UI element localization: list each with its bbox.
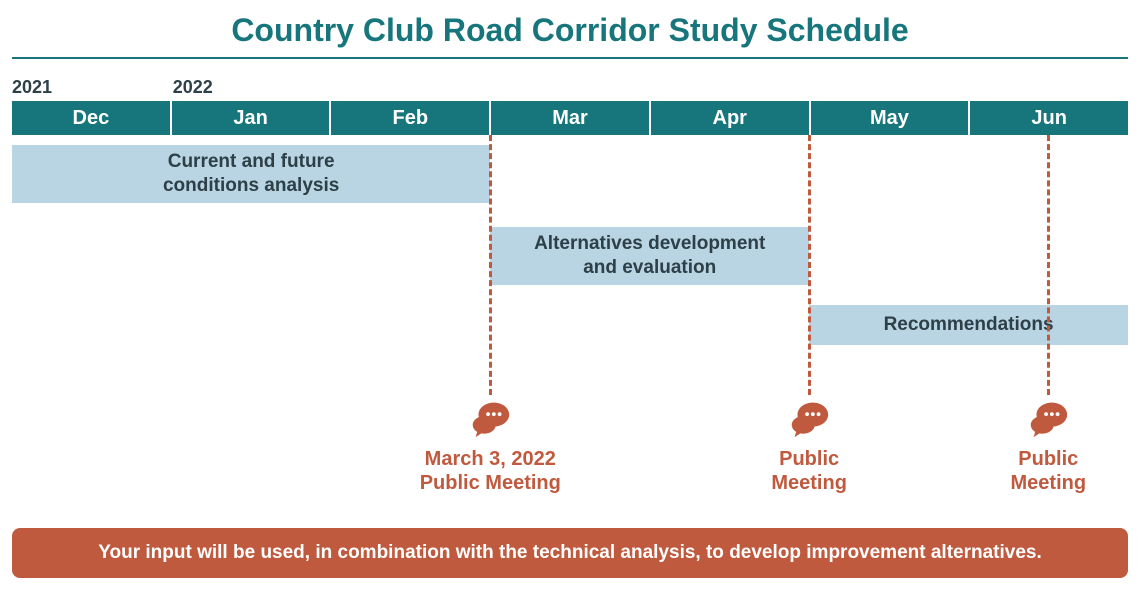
month-cell: Jun	[968, 101, 1128, 135]
title-underline	[12, 57, 1128, 59]
year-label: 2021	[12, 77, 52, 98]
event-label: March 3, 2022Public Meeting	[390, 447, 590, 495]
event-dashed-line	[1047, 135, 1050, 395]
timeline-area: 2021 2022 DecJanFebMarAprMayJun Current a…	[12, 77, 1128, 507]
event-label: PublicMeeting	[988, 447, 1108, 495]
month-cell: Jan	[170, 101, 330, 135]
month-header-row: DecJanFebMarAprMayJun	[12, 101, 1128, 135]
phase-bar: Current and futureconditions analysis	[12, 145, 490, 203]
event-dashed-line	[489, 135, 492, 395]
chat-bubbles-icon	[786, 395, 832, 441]
footer-banner: Your input will be used, in combination …	[12, 528, 1128, 578]
chat-bubbles-icon	[467, 395, 513, 441]
event-label: PublicMeeting	[749, 447, 869, 495]
month-cell: Dec	[12, 101, 170, 135]
month-cell: Apr	[649, 101, 809, 135]
page-title: Country Club Road Corridor Study Schedul…	[0, 0, 1140, 57]
chat-bubbles-icon	[1025, 395, 1071, 441]
month-cell: Feb	[329, 101, 489, 135]
month-cell: Mar	[489, 101, 649, 135]
month-cell: May	[809, 101, 969, 135]
phase-bar: Recommendations	[809, 305, 1128, 345]
year-label: 2022	[173, 77, 213, 98]
event-dashed-line	[808, 135, 811, 395]
year-labels-row: 2021 2022	[12, 77, 1128, 99]
phase-bar: Alternatives developmentand evaluation	[490, 227, 809, 285]
